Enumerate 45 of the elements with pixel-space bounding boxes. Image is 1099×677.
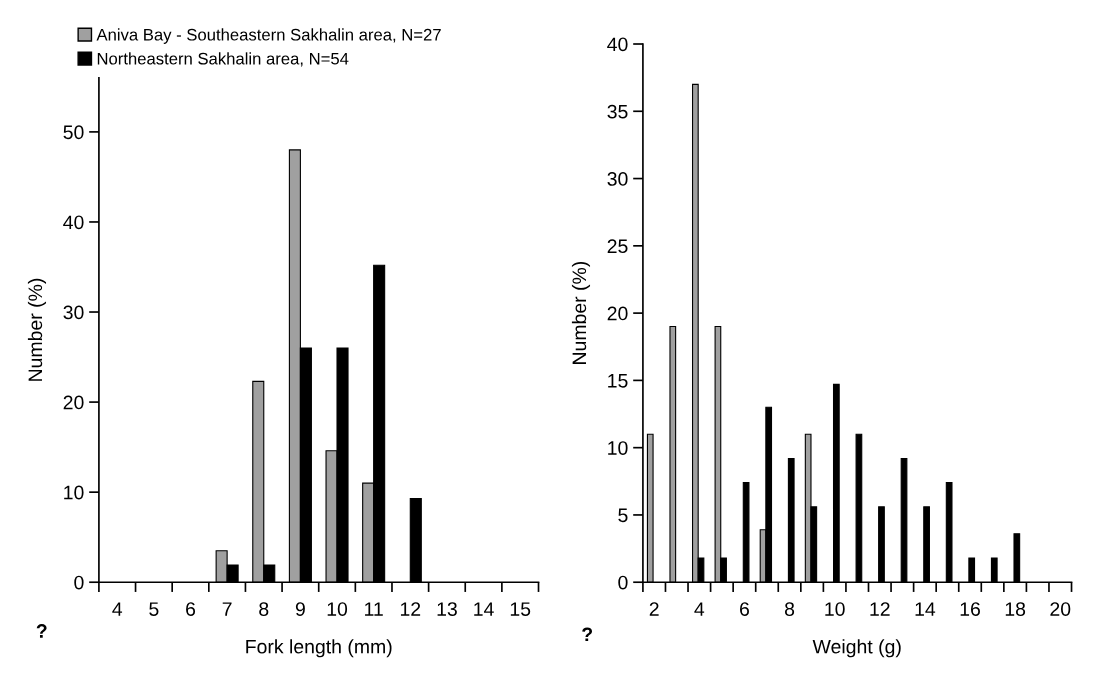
y-axis-title: Number (%) (27, 278, 47, 381)
x-axis-title: Weight (g) (812, 639, 901, 658)
y-tick-label: 35 (607, 104, 628, 119)
x-tick-label: 4 (112, 602, 123, 616)
x-tick-label: 6 (740, 602, 749, 616)
y-tick-label: 10 (64, 485, 84, 500)
x-axis-title: Fork length (mm) (246, 639, 392, 658)
y-tick-label: 30 (607, 172, 628, 186)
y-tick-label: 10 (608, 441, 628, 455)
x-tick-label: 6 (186, 602, 196, 616)
x-tick-label: 8 (784, 602, 795, 616)
y-tick-label: 15 (608, 374, 628, 388)
y-tick-label: 40 (607, 37, 628, 52)
x-tick-label: 13 (437, 602, 457, 616)
y-tick-label: 40 (63, 215, 84, 230)
legend-label: Aniva Bay - Southeastern Sakhalin area, N=27 (96, 28, 441, 44)
x-tick-label: 18 (1005, 602, 1026, 616)
x-tick-label: 10 (825, 602, 845, 616)
y-tick-label: 0 (74, 575, 84, 590)
y-tick-label: 30 (63, 305, 84, 320)
x-tick-label: 4 (694, 602, 705, 616)
y-tick-label: 20 (607, 306, 628, 321)
y-tick-label: 50 (63, 125, 84, 140)
x-tick-label: 14 (915, 602, 936, 616)
text: ? (582, 627, 593, 642)
x-tick-label: 11 (365, 602, 383, 616)
x-tick-label: 20 (1050, 602, 1071, 616)
x-tick-label: 7 (222, 602, 232, 616)
x-tick-label: 16 (960, 602, 980, 616)
x-tick-label: 10 (327, 602, 348, 616)
x-tick-label: 15 (510, 602, 531, 616)
x-tick-label: 5 (149, 602, 159, 616)
x-tick-label: 8 (259, 602, 269, 616)
y-tick-label: 5 (618, 508, 628, 523)
y-tick-label: 20 (63, 395, 84, 410)
legend-label: Northeastern Sakhalin area, N=54 (97, 52, 349, 67)
y-tick-label: 0 (618, 575, 628, 590)
x-tick-label: 9 (295, 602, 305, 616)
x-tick-label: 2 (649, 602, 659, 616)
y-axis-title: Number (%) (571, 261, 591, 364)
y-tick-label: 25 (607, 239, 628, 254)
text: ? (36, 624, 47, 638)
x-tick-label: 12 (870, 602, 890, 616)
x-tick-label: 12 (400, 602, 421, 616)
x-tick-label: 14 (474, 602, 494, 616)
